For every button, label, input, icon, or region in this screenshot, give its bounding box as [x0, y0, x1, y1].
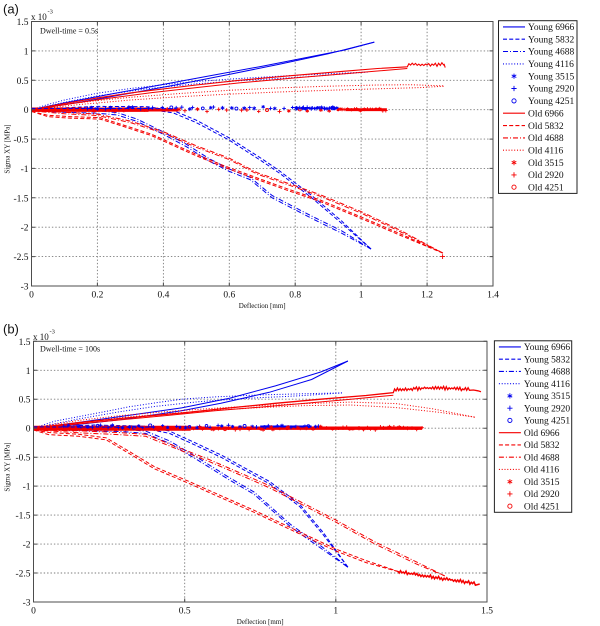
svg-text:Old 6966: Old 6966: [524, 429, 560, 439]
svg-text:-2.5: -2.5: [13, 253, 28, 263]
svg-text:Young 5832: Young 5832: [524, 355, 571, 365]
svg-text:x 10: x 10: [31, 12, 47, 22]
svg-text:Old 3515: Old 3515: [524, 478, 560, 488]
svg-text:0.6: 0.6: [223, 291, 235, 301]
svg-text:1.2: 1.2: [421, 291, 433, 301]
svg-text:Old 5832: Old 5832: [524, 441, 560, 451]
svg-text:Young 6966: Young 6966: [524, 343, 571, 353]
svg-text:1: 1: [26, 367, 31, 377]
svg-text:1.5: 1.5: [17, 18, 29, 28]
svg-text:Young 4688: Young 4688: [524, 368, 571, 378]
svg-text:-1: -1: [23, 483, 31, 493]
svg-text:Young 4116: Young 4116: [524, 380, 570, 390]
svg-text:Young 4688: Young 4688: [528, 48, 575, 58]
svg-text:1: 1: [24, 47, 29, 57]
svg-text:-0.5: -0.5: [15, 454, 30, 464]
svg-text:Dwell-time = 0.5s: Dwell-time = 0.5s: [40, 27, 98, 36]
svg-text:Young 3515: Young 3515: [528, 72, 575, 82]
svg-text:-0.5: -0.5: [13, 136, 28, 146]
svg-text:1.4: 1.4: [487, 291, 499, 301]
svg-text:0: 0: [29, 291, 34, 301]
svg-text:1.5: 1.5: [19, 338, 31, 348]
svg-text:Young 2920: Young 2920: [528, 85, 575, 95]
svg-text:-3: -3: [21, 283, 29, 293]
svg-text:-1.5: -1.5: [13, 194, 28, 204]
svg-text:0.5: 0.5: [19, 396, 31, 406]
svg-text:Young 3515: Young 3515: [524, 392, 571, 402]
svg-text:-3: -3: [48, 9, 53, 16]
svg-text:Old 2920: Old 2920: [528, 171, 564, 181]
svg-text:Old 3515: Old 3515: [528, 159, 564, 169]
svg-text:Young 2920: Young 2920: [524, 404, 571, 414]
svg-text:1: 1: [333, 607, 338, 617]
svg-text:Young 5832: Young 5832: [528, 35, 575, 45]
svg-text:0.4: 0.4: [157, 291, 169, 301]
svg-text:(b): (b): [3, 322, 19, 337]
svg-text:Young 6966: Young 6966: [528, 23, 575, 33]
svg-text:0.2: 0.2: [91, 291, 103, 301]
svg-text:0: 0: [26, 425, 31, 435]
svg-text:0: 0: [31, 607, 36, 617]
svg-text:Young 4116: Young 4116: [528, 60, 574, 70]
svg-text:(a): (a): [3, 2, 19, 17]
svg-text:0: 0: [24, 106, 29, 116]
svg-text:Deflection [mm]: Deflection [mm]: [237, 618, 284, 626]
svg-text:Sigma XY [MPa]: Sigma XY [MPa]: [4, 124, 12, 173]
svg-text:-3: -3: [23, 599, 31, 609]
svg-text:Young 4251: Young 4251: [528, 97, 575, 107]
svg-text:Dwell-time = 100s: Dwell-time = 100s: [40, 345, 100, 354]
svg-text:0.5: 0.5: [17, 77, 29, 87]
svg-text:x 10: x 10: [33, 332, 49, 342]
svg-text:Old 4251: Old 4251: [524, 502, 560, 512]
svg-text:Old 4688: Old 4688: [528, 134, 564, 144]
svg-text:Young 4251: Young 4251: [524, 417, 571, 427]
svg-text:Old 6966: Old 6966: [528, 109, 564, 119]
svg-text:Sigma XY [MPa]: Sigma XY [MPa]: [4, 442, 12, 491]
svg-text:-2.5: -2.5: [15, 570, 30, 580]
svg-text:0.5: 0.5: [179, 607, 191, 617]
svg-text:Old 2920: Old 2920: [524, 490, 560, 500]
svg-text:Old 4251: Old 4251: [528, 183, 564, 193]
svg-text:-1.5: -1.5: [15, 512, 30, 522]
svg-text:-1: -1: [21, 165, 29, 175]
svg-text:1.5: 1.5: [481, 607, 493, 617]
svg-text:0.8: 0.8: [289, 291, 301, 301]
svg-text:Old 4116: Old 4116: [524, 466, 560, 476]
svg-text:Deflection [mm]: Deflection [mm]: [239, 302, 286, 310]
svg-text:-3: -3: [50, 328, 55, 335]
svg-text:-2: -2: [23, 541, 31, 551]
svg-text:Old 4688: Old 4688: [524, 453, 560, 463]
svg-text:Old 5832: Old 5832: [528, 122, 564, 132]
svg-text:Old 4116: Old 4116: [528, 146, 564, 156]
svg-text:-2: -2: [21, 224, 29, 234]
svg-text:1: 1: [359, 291, 364, 301]
